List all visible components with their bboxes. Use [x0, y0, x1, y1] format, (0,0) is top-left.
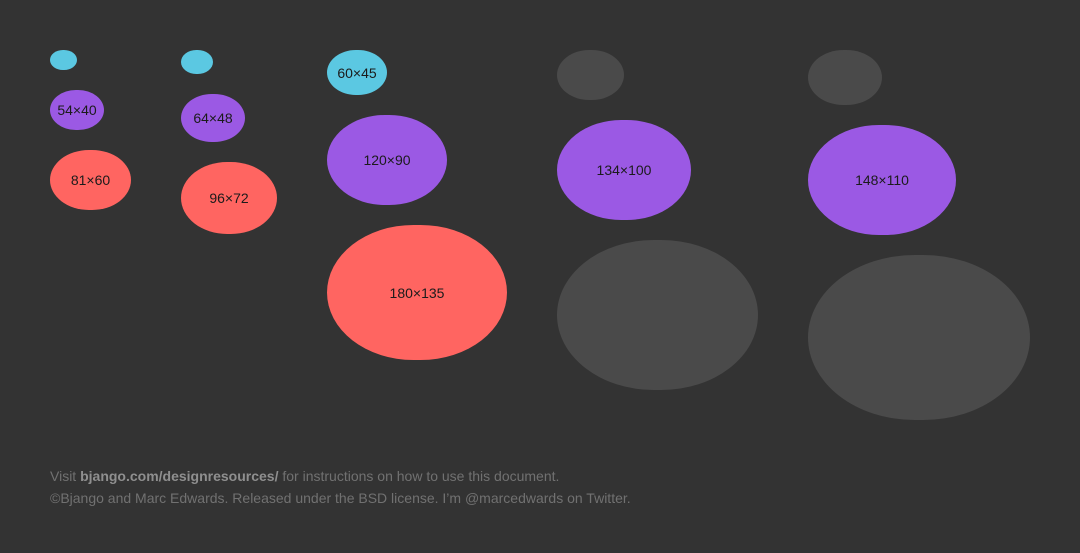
footer-line-visit: Visit bjango.com/designresources/ for in…: [50, 468, 559, 484]
footer-visit-prefix: Visit: [50, 468, 81, 484]
squircle-gray-col4-large: [557, 240, 758, 390]
squircle-red-96x72: 96×72: [181, 162, 277, 234]
squircle-cyan-60x45: 60×45: [327, 50, 387, 95]
squircle-purple-54x40: 54×40: [50, 90, 104, 130]
shape-label: 81×60: [70, 172, 111, 188]
shape-label: 134×100: [596, 162, 652, 178]
shape-label: 54×40: [57, 102, 97, 118]
footer-line-license: ©Bjango and Marc Edwards. Released under…: [50, 490, 631, 506]
footer-visit-suffix: for instructions on how to use this docu…: [278, 468, 560, 484]
squircle-purple-120x90: 120×90: [327, 115, 447, 205]
squircle-red-81x60: 81×60: [50, 150, 131, 210]
squircle-purple-148x110: 148×110: [808, 125, 956, 235]
shape-label: 96×72: [209, 190, 249, 206]
squircle-gray-col5-small: [808, 50, 882, 105]
squircle-purple-64x48: 64×48: [181, 94, 245, 142]
squircle-red-180x135: 180×135: [327, 225, 507, 360]
squircle-cyan-col2: [181, 50, 213, 74]
squircle-cyan-col1: [50, 50, 77, 70]
shape-label: 120×90: [363, 152, 411, 168]
shape-label: 64×48: [193, 110, 233, 126]
squircle-purple-134x100: 134×100: [557, 120, 691, 220]
shape-label: 148×110: [855, 172, 909, 188]
shape-label: 180×135: [389, 284, 445, 301]
squircle-gray-col5-large: [808, 255, 1030, 420]
design-resources-link[interactable]: bjango.com/designresources/: [80, 468, 279, 484]
squircle-gray-col4-small: [557, 50, 624, 100]
shape-label: 60×45: [337, 64, 377, 81]
